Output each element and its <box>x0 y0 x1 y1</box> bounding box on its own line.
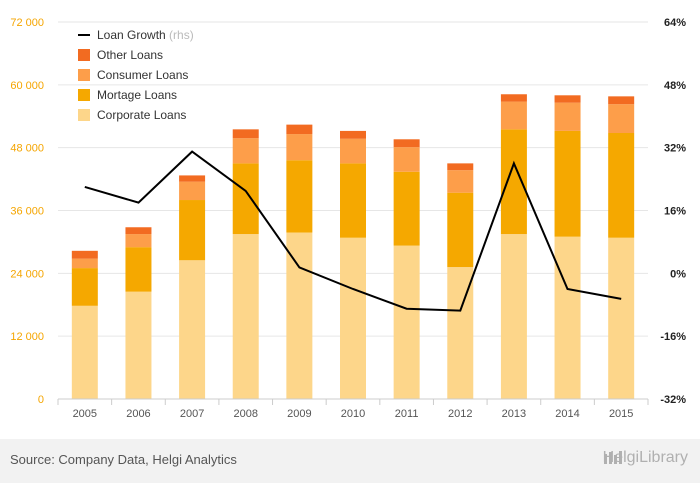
bar-mortage-loans <box>500 129 527 235</box>
y-left-tick-label: 36 000 <box>10 206 44 218</box>
bar-corporate-loans <box>232 234 259 399</box>
bar-mortage-loans <box>179 200 206 261</box>
bar-other-loans <box>179 175 206 182</box>
bar-corporate-loans <box>340 237 366 399</box>
bar-consumer-loans <box>393 147 420 172</box>
bar-consumer-loans <box>286 134 313 161</box>
bar-mortage-loans <box>393 171 420 246</box>
loan-growth-line-group <box>84 150 622 312</box>
y-right-tick-label: 64% <box>664 17 686 29</box>
chart-svg: 0 -32% 12 000 -16% 24 000 0% 36 000 16% 48 000 32… <box>10 17 686 420</box>
bar-consumer-loans <box>71 258 98 269</box>
bar-corporate-loans <box>554 236 581 399</box>
legend-label-mortage-loans: Mortage Loans <box>97 88 177 102</box>
x-tick-label: 2014 <box>555 408 579 420</box>
bar-other-loans <box>286 124 313 135</box>
bar-other-loans <box>340 130 366 139</box>
y-left-tick-label: 0 <box>38 394 44 406</box>
x-tick-label: 2006 <box>126 408 150 420</box>
legend-swatch-consumer-loans <box>78 69 90 81</box>
bar-corporate-loans <box>286 232 313 399</box>
legend: Loan Growth (rhs) Other Loans Consumer Loa… <box>78 28 194 122</box>
brand-logo: HelgiLibrary <box>603 449 688 467</box>
bar-other-loans <box>71 250 98 259</box>
x-tick-label: 2015 <box>609 408 633 420</box>
legend-label-consumer-loans: Consumer Loans <box>97 68 188 82</box>
bar-corporate-loans <box>179 260 206 399</box>
bar-consumer-loans <box>447 170 474 193</box>
legend-label-other-loans: Other Loans <box>97 48 163 62</box>
x-tick-label: 2013 <box>502 408 526 420</box>
bar-corporate-loans <box>393 245 420 399</box>
y-right-tick-label: -16% <box>660 331 686 343</box>
x-tick-label: 2011 <box>395 408 419 420</box>
source-text: Source: Company Data, Helgi Analytics <box>10 452 237 467</box>
loan-growth-line <box>84 150 622 312</box>
y-left-tick-label: 72 000 <box>10 17 44 29</box>
bar-mortage-loans <box>71 268 98 306</box>
x-tick-label: 2009 <box>287 408 311 420</box>
x-tick-label: 2010 <box>341 408 365 420</box>
y-right-tick-label: 16% <box>664 206 686 218</box>
bar-mortage-loans <box>340 163 366 238</box>
bar-corporate-loans <box>125 291 152 399</box>
legend-swatch-corporate-loans <box>78 109 90 121</box>
y-left-tick-label: 60 000 <box>10 80 44 92</box>
bar-mortage-loans <box>125 247 152 292</box>
x-tick-label: 2007 <box>180 408 204 420</box>
bar-mortage-loans <box>232 163 259 235</box>
bar-mortage-loans <box>447 192 474 268</box>
footer: Source: Company Data, Helgi Analytics He… <box>0 439 700 483</box>
bar-other-loans <box>232 129 259 139</box>
legend-label-corporate-loans: Corporate Loans <box>97 108 186 122</box>
bar-mortage-loans <box>554 130 581 237</box>
bar-consumer-loans <box>554 102 581 131</box>
bars <box>71 94 635 399</box>
bar-corporate-loans <box>608 237 635 399</box>
legend-note-rhs: (rhs) <box>169 28 194 42</box>
library-icon <box>603 451 622 464</box>
bar-consumer-loans <box>340 138 366 164</box>
axes: 0 -32% 12 000 -16% 24 000 0% 36 000 16% 48 000 32… <box>10 17 686 420</box>
y-left-tick-label: 12 000 <box>10 331 44 343</box>
y-left-tick-label: 24 000 <box>10 268 44 280</box>
bar-consumer-loans <box>500 101 527 130</box>
legend-swatch-mortage-loans <box>78 89 90 101</box>
bar-consumer-loans <box>179 181 206 201</box>
bar-other-loans <box>608 96 635 105</box>
bar-corporate-loans <box>71 305 98 399</box>
brand-text: HelgiLibrary <box>602 449 688 466</box>
y-right-tick-label: -32% <box>660 394 686 406</box>
x-tick-label: 2008 <box>233 408 257 420</box>
bar-mortage-loans <box>608 133 635 238</box>
y-right-tick-label: 0% <box>670 268 686 280</box>
legend-swatch-other-loans <box>78 49 90 61</box>
bar-consumer-loans <box>232 138 259 164</box>
bar-other-loans <box>554 95 581 103</box>
bar-corporate-loans <box>500 234 527 399</box>
bar-consumer-loans <box>608 104 635 134</box>
bar-mortage-loans <box>286 160 313 233</box>
legend-label-loan-growth: Loan Growth (rhs) <box>97 28 194 42</box>
y-left-tick-label: 48 000 <box>10 143 44 155</box>
y-right-tick-label: 32% <box>664 143 686 155</box>
x-tick-label: 2012 <box>448 408 472 420</box>
bar-other-loans <box>125 227 152 235</box>
bar-other-loans <box>393 139 420 148</box>
x-tick-label: 2005 <box>73 408 97 420</box>
y-right-tick-label: 48% <box>664 80 686 92</box>
bar-other-loans <box>447 163 474 171</box>
bar-consumer-loans <box>125 234 152 248</box>
bar-other-loans <box>500 94 527 102</box>
